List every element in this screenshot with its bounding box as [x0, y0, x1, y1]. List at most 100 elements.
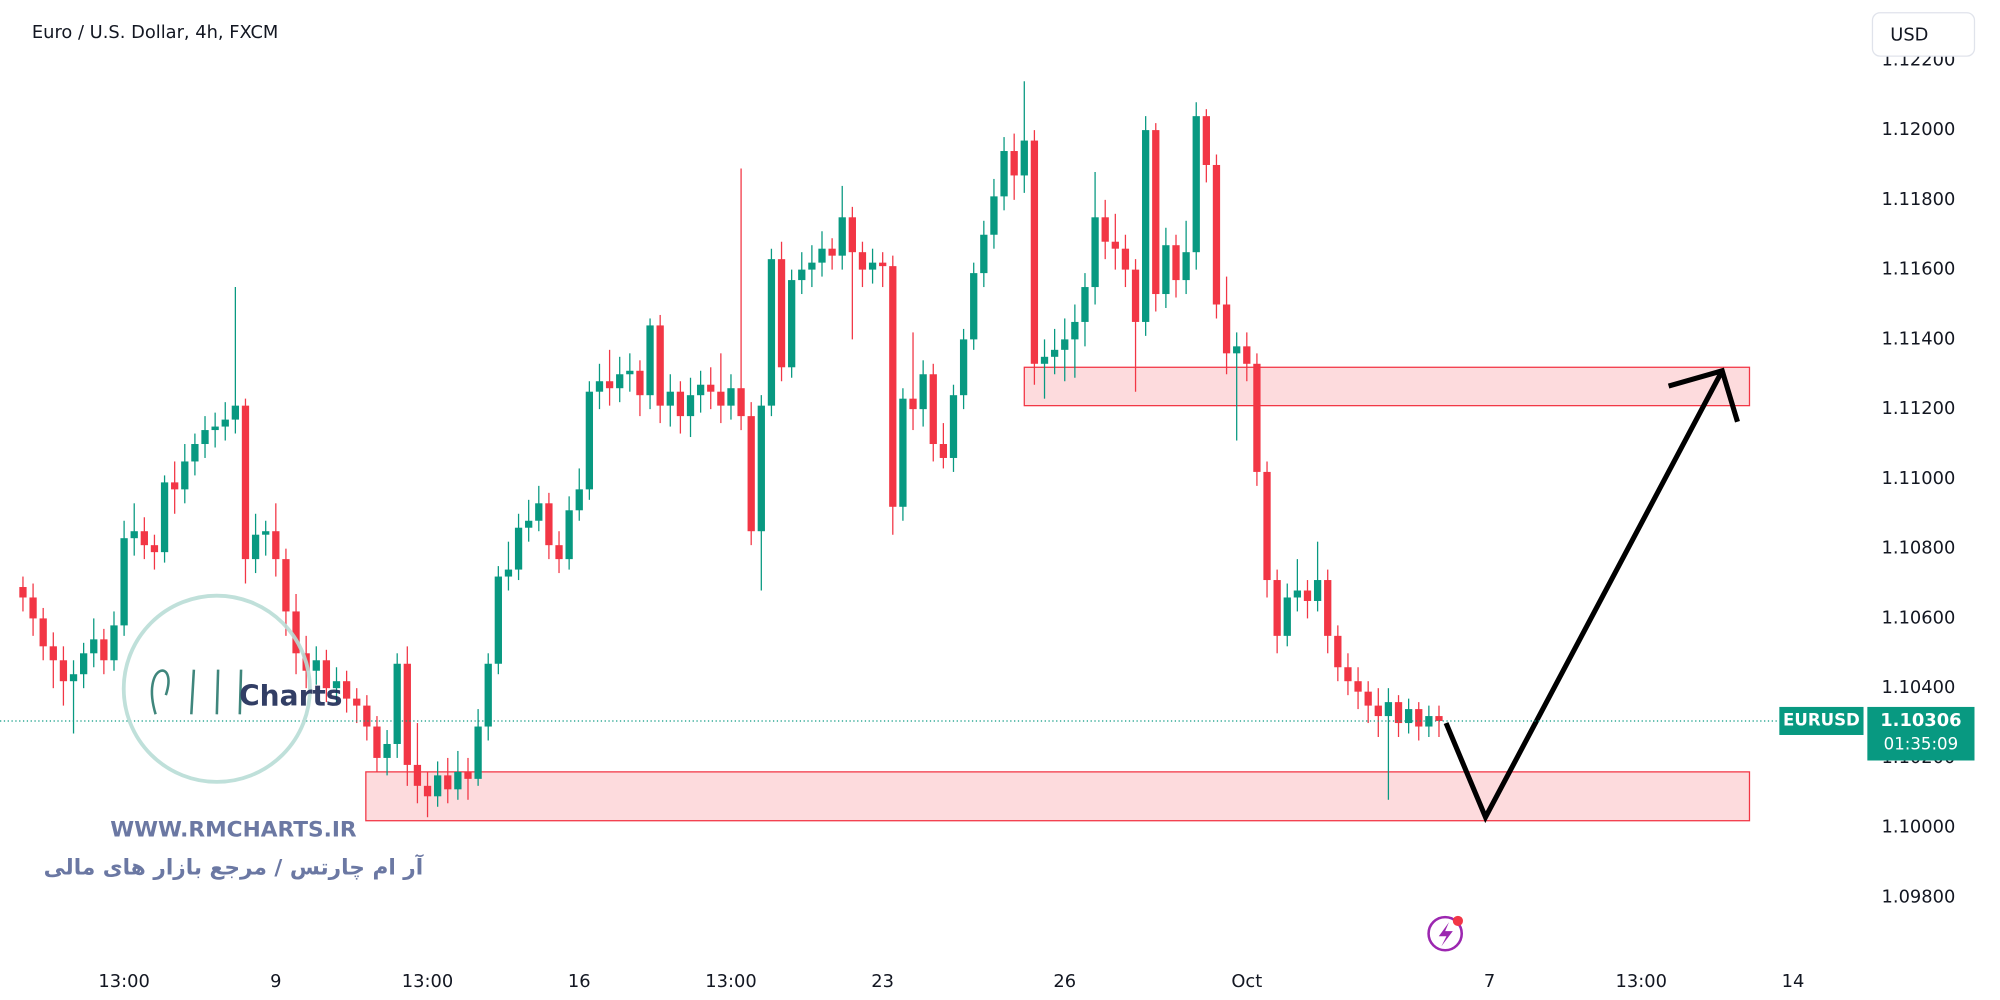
candle-body [1050, 349, 1059, 357]
candle-body [1040, 356, 1049, 364]
candle-body [1313, 580, 1322, 601]
candle-body [1111, 241, 1119, 249]
watermark-url: WWW.RMCHARTS.IR [110, 817, 357, 842]
candle-body [393, 663, 401, 744]
candle-body [282, 559, 290, 612]
y-tick-label: 1.11000 [1882, 468, 1956, 489]
candle-body [211, 426, 219, 431]
candle-body [29, 597, 37, 619]
candle-body [110, 625, 118, 661]
y-tick-label: 1.10800 [1882, 538, 1956, 559]
candle-body [1101, 217, 1109, 242]
projection-arrowhead [1667, 367, 1740, 423]
candle-body [1091, 217, 1099, 288]
candle-body [1354, 681, 1362, 692]
candle-body [221, 419, 229, 427]
last-price-label: 1.10306 [1880, 710, 1961, 731]
candle-body [39, 618, 47, 647]
x-tick-label: 26 [1053, 971, 1076, 992]
candle-body [1212, 164, 1221, 305]
candle-body [666, 391, 674, 406]
candle-body [1182, 252, 1190, 281]
candle-body [1000, 151, 1008, 197]
x-tick-label: 13:00 [705, 971, 756, 992]
candle-body [696, 384, 705, 396]
x-tick-label: 14 [1782, 971, 1805, 992]
candle-body [262, 531, 270, 535]
logo-ring [121, 593, 312, 784]
price-tag [1867, 706, 1975, 761]
candle-body [1081, 287, 1089, 322]
candle-body [160, 482, 169, 553]
candle-body [585, 391, 594, 490]
candle-body [858, 252, 867, 270]
candle-body [423, 785, 432, 797]
candle-body [201, 430, 209, 445]
y-tick-label: 1.10000 [1882, 817, 1956, 838]
plot-area [0, 81, 1780, 824]
candle-body [69, 674, 78, 682]
candle-body [494, 576, 502, 664]
price-zone [1023, 366, 1751, 407]
candle-body [879, 262, 887, 267]
candle-body [1162, 245, 1170, 295]
candle-body [120, 538, 128, 626]
candle-body [342, 681, 351, 699]
candle-body [1415, 709, 1423, 727]
candle-body [1384, 702, 1393, 717]
candle-body [1061, 339, 1069, 350]
candle-body [1142, 130, 1150, 322]
candle-body [545, 503, 553, 546]
candle-body [1324, 580, 1332, 636]
candle-body [130, 531, 138, 539]
candle-body [484, 663, 492, 727]
candle-body [525, 520, 533, 528]
candle-body [808, 262, 816, 270]
candle-body [747, 416, 755, 532]
candle-body [818, 248, 826, 263]
candle-body [1020, 140, 1028, 176]
candle-body [59, 660, 68, 682]
candle-body [636, 370, 644, 396]
candle-body [1394, 702, 1403, 724]
candle-body [767, 259, 776, 406]
candle-body [1303, 590, 1312, 601]
candle-body [1293, 590, 1302, 598]
logo-text: Charts [239, 680, 342, 713]
y-tick-label: 1.10400 [1882, 677, 1956, 698]
y-tick-label: 1.12000 [1882, 119, 1956, 140]
candle-body [171, 482, 179, 490]
x-tick-label: Oct [1231, 971, 1262, 992]
candle-body [868, 262, 877, 270]
candle-body [929, 374, 937, 445]
candle-body [646, 325, 654, 396]
candle-body [19, 587, 27, 598]
x-tick-label: 13:00 [402, 971, 453, 992]
candle-body [626, 370, 634, 375]
x-tick-label: 23 [871, 971, 894, 992]
candle-body [990, 196, 998, 235]
candle-body [555, 545, 563, 560]
candle-body [383, 743, 391, 758]
candle-body [737, 388, 745, 417]
candle-body [899, 398, 907, 507]
candle-body [1364, 691, 1372, 706]
candle-body [1404, 709, 1413, 724]
candle-body [788, 280, 796, 368]
candle-body [272, 531, 280, 560]
x-tick-label: 13:00 [98, 971, 149, 992]
y-tick-label: 1.10600 [1882, 607, 1956, 628]
candle-body [605, 381, 614, 389]
x-tick-label: 16 [568, 971, 591, 992]
candle-body [191, 444, 199, 462]
y-tick-label: 1.11200 [1882, 398, 1956, 419]
candle-body [939, 444, 948, 458]
candle-body [1425, 716, 1433, 727]
candle-body [909, 398, 917, 410]
candle-body [1192, 116, 1200, 253]
candle-body [1131, 269, 1140, 322]
candle-body [535, 503, 543, 521]
candle-body [474, 726, 482, 779]
